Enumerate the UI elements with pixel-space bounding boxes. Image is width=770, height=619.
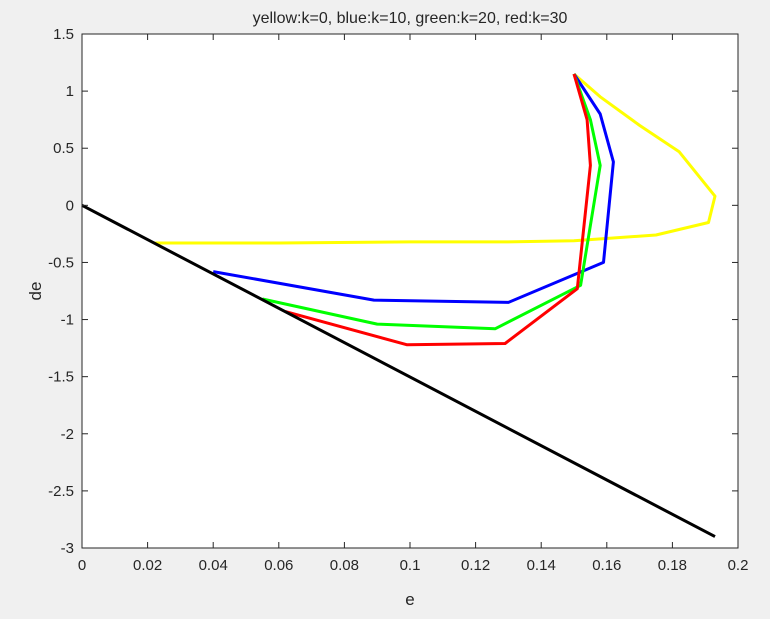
x-tick-label: 0.12 (461, 557, 490, 574)
x-tick-label: 0.02 (133, 557, 162, 574)
y-tick-label: -1 (61, 312, 74, 329)
series-line-4 (81, 203, 716, 538)
series-line-2 (262, 73, 602, 331)
series-layer (81, 72, 717, 538)
y-tick-label: 0.5 (53, 140, 74, 157)
y-tick-label: -0.5 (48, 254, 74, 271)
axes-background (82, 34, 738, 548)
x-axis: 0 0.02 0.04 0.06 0.08 0.1 0.12 0.14 0.16 0.18 0.2 (78, 34, 749, 574)
x-tick-label: 0.14 (527, 557, 556, 574)
y-tick-label: -2.5 (48, 483, 74, 500)
series-line-3 (285, 73, 592, 347)
x-tick-label: 0.18 (658, 557, 687, 574)
x-tick-label: 0.08 (330, 557, 359, 574)
chart-title: yellow:k=0, blue:k=10, green:k=20, red:k… (253, 10, 568, 27)
series-line-0 (154, 72, 717, 245)
x-tick-label: 0.2 (728, 557, 749, 574)
y-tick-label: -1.5 (48, 369, 74, 386)
y-axis: 1.5 1 0.5 0 -0.5 -1 -1.5 -2 -2.5 -3 (48, 26, 738, 557)
series-line-1 (212, 73, 615, 304)
y-tick-label: 1 (66, 83, 74, 100)
y-tick-label: 0 (66, 197, 74, 214)
x-tick-label: 0.04 (199, 557, 228, 574)
x-tick-label: 0.06 (264, 557, 293, 574)
y-tick-label: -2 (61, 426, 74, 443)
y-axis-label: de (26, 282, 45, 301)
x-tick-label: 0.16 (592, 557, 621, 574)
y-tick-label: -3 (61, 540, 74, 557)
x-tick-label: 0 (78, 557, 86, 574)
x-tick-label: 0.1 (400, 557, 421, 574)
y-tick-label: 1.5 (53, 26, 74, 43)
x-axis-label: e (405, 590, 414, 609)
